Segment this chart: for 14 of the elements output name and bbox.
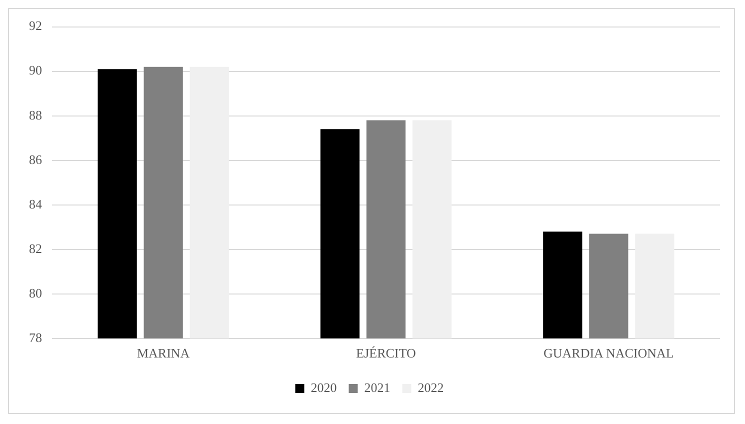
legend-label: 2020 (310, 380, 337, 395)
y-tick-label: 90 (29, 62, 42, 78)
x-tick-label: EJÉRCITO (356, 346, 416, 361)
x-tick-label: GUARDIA NACIONAL (543, 346, 674, 361)
y-tick-label: 92 (29, 18, 42, 34)
y-tick-label: 86 (29, 152, 42, 167)
y-tick-label: 82 (29, 240, 42, 256)
legend-label: 2021 (364, 380, 390, 395)
y-tick-label: 78 (29, 330, 42, 345)
y-tick-label: 84 (29, 196, 42, 212)
y-tick-label: 88 (29, 107, 42, 122)
legend-label: 2022 (418, 380, 444, 395)
y-tick-label: 80 (29, 285, 42, 300)
x-tick-label: MARINA (136, 346, 190, 361)
